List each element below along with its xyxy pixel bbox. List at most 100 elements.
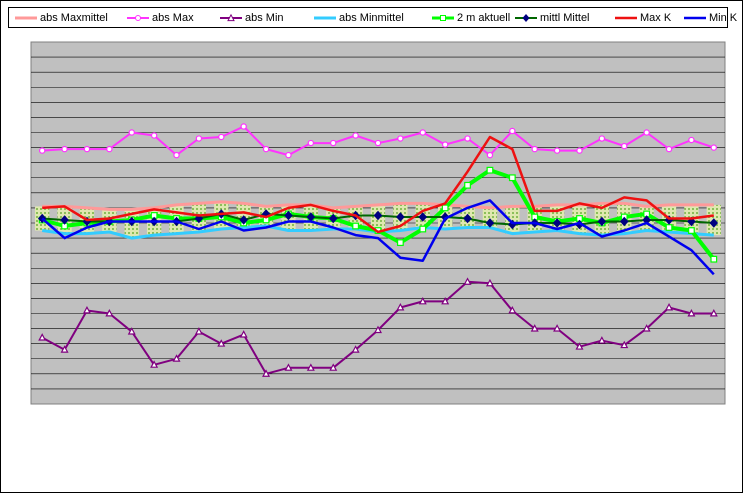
point-abs-min <box>687 309 696 317</box>
point-abs-min <box>239 330 248 338</box>
legend-label: Max K <box>640 11 672 24</box>
point-2-m-aktuell <box>710 255 718 263</box>
point-2-m-aktuell <box>464 181 471 189</box>
series-line-max-k <box>42 135 714 234</box>
point-abs-min <box>217 339 226 347</box>
point-mittl-mittel <box>597 216 607 227</box>
point-mittl-mittel <box>552 218 562 228</box>
point-abs-min <box>60 345 69 353</box>
point-2-m-aktuell <box>665 224 673 231</box>
point-abs-max <box>150 132 158 139</box>
point-abs-min <box>709 309 718 317</box>
legend-label: abs Maxmittel <box>40 11 108 24</box>
point-abs-max <box>307 139 315 147</box>
point-mittl-mittel <box>328 213 338 224</box>
point-abs-min <box>38 333 47 341</box>
point-2-m-aktuell <box>419 225 427 233</box>
legend-swatch <box>15 16 37 19</box>
point-2-m-aktuell <box>396 239 404 247</box>
point-abs-max <box>486 151 494 159</box>
series-line-abs-maxmittel <box>42 200 714 211</box>
legend-item-abs-minmittel: abs Minmittel <box>314 8 404 27</box>
point-2-m-aktuell <box>441 204 449 212</box>
point-abs-max <box>128 129 135 136</box>
point-abs-max <box>576 147 583 154</box>
point-2-m-aktuell <box>508 174 516 182</box>
point-abs-min <box>127 327 136 335</box>
legend-swatch <box>127 14 149 21</box>
point-abs-min <box>508 306 517 314</box>
point-abs-max <box>195 135 203 142</box>
point-mittl-mittel <box>619 216 629 227</box>
point-mittl-mittel <box>418 212 428 222</box>
point-abs-min <box>642 324 651 332</box>
legend-label: abs Minmittel <box>339 11 404 24</box>
point-abs-min <box>485 278 494 287</box>
legend-swatch <box>220 13 242 21</box>
legend-item-min-k: Min K <box>684 8 737 27</box>
point-abs-min <box>373 325 383 334</box>
point-mittl-mittel <box>396 212 405 222</box>
point-abs-max <box>218 133 225 141</box>
series-line-min-k <box>41 199 715 276</box>
point-abs-max <box>285 151 292 159</box>
point-abs-max <box>173 151 180 159</box>
legend-item-abs-max: abs Max <box>127 8 194 27</box>
point-abs-min <box>418 296 427 305</box>
point-2-m-aktuell <box>352 222 360 230</box>
point-abs-min <box>306 363 315 371</box>
point-abs-max <box>553 147 561 154</box>
legend-label: mittl Mittel <box>540 11 590 24</box>
point-abs-min <box>553 324 562 332</box>
legend-item-abs-maxmittel: abs Maxmittel <box>15 8 108 27</box>
point-abs-min <box>441 296 450 305</box>
point-abs-min <box>597 336 606 344</box>
point-abs-max <box>598 135 606 142</box>
legend-swatch <box>515 13 537 22</box>
point-abs-min <box>172 354 181 362</box>
legend-swatch <box>314 16 336 19</box>
legend-item-2-m-aktuell: 2 m aktuell <box>432 8 510 27</box>
point-abs-min <box>575 342 584 350</box>
point-abs-min <box>351 345 360 353</box>
point-abs-max <box>374 139 382 147</box>
point-abs-max <box>643 129 650 136</box>
legend-swatch-marker <box>135 14 141 21</box>
point-abs-max <box>106 145 113 153</box>
legend-label: Min K <box>709 11 738 24</box>
legend-label: abs Max <box>152 11 194 24</box>
point-abs-max <box>262 145 270 153</box>
point-mittl-mittel <box>284 210 293 221</box>
point-abs-min <box>284 363 293 371</box>
legend-label: abs Min <box>245 11 284 24</box>
legend-swatch <box>432 14 454 21</box>
legend-item-max-k: Max K <box>615 8 671 27</box>
point-abs-min <box>329 363 338 371</box>
legend-swatch <box>615 16 637 19</box>
point-abs-max <box>330 139 337 147</box>
point-mittl-mittel <box>60 215 69 225</box>
point-abs-min <box>620 340 629 349</box>
point-abs-min <box>105 309 114 317</box>
legend-swatch <box>684 16 706 19</box>
point-abs-min <box>262 369 271 377</box>
point-abs-max <box>688 136 695 144</box>
legend-swatch-marker <box>440 14 446 21</box>
point-abs-max <box>464 135 471 142</box>
point-abs-max <box>397 135 404 142</box>
point-abs-min <box>194 327 203 335</box>
point-abs-max <box>710 144 718 151</box>
point-mittl-mittel <box>485 218 495 228</box>
point-abs-min <box>530 324 539 332</box>
point-abs-min <box>396 302 405 311</box>
point-abs-max <box>509 127 516 135</box>
legend-label: 2 m aktuell <box>457 11 511 24</box>
point-abs-min <box>665 302 674 311</box>
point-mittl-mittel <box>463 213 472 224</box>
point-abs-min <box>463 277 472 285</box>
point-abs-max <box>83 145 91 153</box>
point-mittl-mittel <box>709 218 719 228</box>
point-2-m-aktuell <box>688 227 695 234</box>
legend-item-mittl-mittel: mittl Mittel <box>515 8 590 27</box>
